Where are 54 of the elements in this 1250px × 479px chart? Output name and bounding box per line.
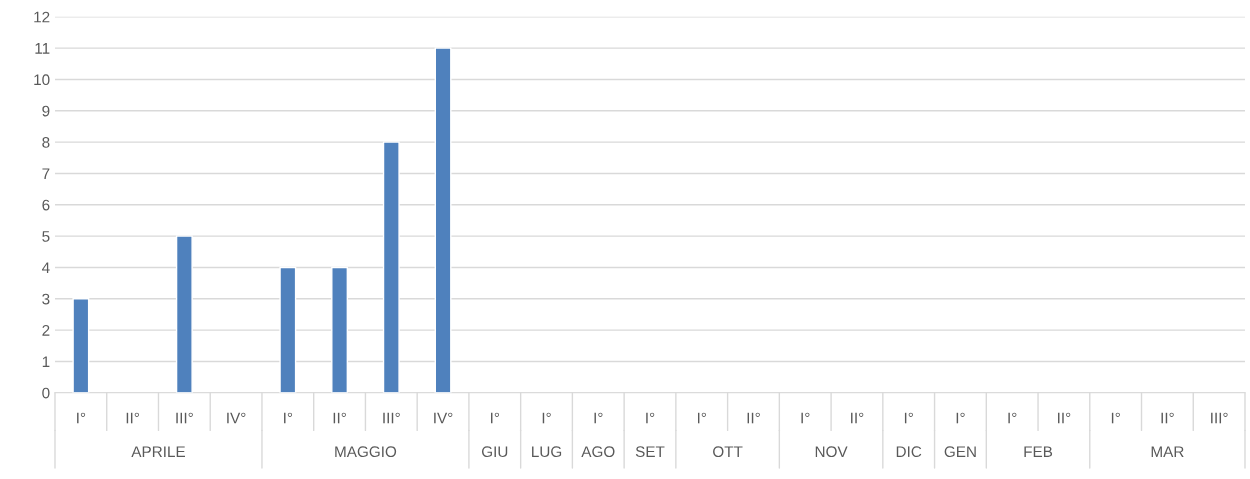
y-tick-label: 10 bbox=[34, 74, 50, 86]
bar bbox=[175, 235, 193, 393]
y-tick-label: 3 bbox=[42, 293, 50, 305]
y-tick-label: 7 bbox=[42, 168, 50, 179]
text: NOV bbox=[815, 446, 848, 458]
x-tick-label: II° bbox=[851, 412, 864, 424]
y-tick-label: 0 bbox=[42, 387, 50, 399]
y-tick-label: 9 bbox=[42, 105, 50, 117]
bar bbox=[434, 47, 452, 393]
x-tick-label: III° bbox=[383, 412, 400, 424]
text: AGO bbox=[581, 446, 615, 458]
y-tick-label: 11 bbox=[35, 43, 50, 54]
x-tick-label: I° bbox=[542, 412, 551, 424]
bar bbox=[382, 141, 400, 393]
text: GIU bbox=[481, 446, 508, 458]
x-tick-label: II° bbox=[333, 412, 346, 424]
text: APRILE bbox=[131, 446, 185, 457]
x-tick-label: I° bbox=[697, 412, 706, 424]
text: MAGGIO bbox=[335, 446, 397, 458]
y-tick-label: 6 bbox=[42, 199, 50, 211]
text: GEN bbox=[944, 446, 976, 458]
x-tick-label: I° bbox=[904, 412, 913, 424]
y-tick-label: 4 bbox=[41, 262, 50, 273]
x-tick-label: I° bbox=[1111, 412, 1120, 424]
y-tick-label: 8 bbox=[42, 136, 50, 148]
text: DIC bbox=[896, 446, 922, 458]
y-tick-label: 12 bbox=[34, 11, 50, 23]
x-tick-label: IV° bbox=[434, 412, 453, 424]
text: FEB bbox=[1024, 446, 1053, 457]
x-tick-label: I° bbox=[801, 412, 810, 424]
x-tick-label: I° bbox=[956, 412, 965, 424]
y-tick-label: 5 bbox=[42, 231, 50, 242]
x-tick-label: III° bbox=[1211, 412, 1228, 424]
x-tick-label: II° bbox=[747, 412, 760, 424]
x-tick-label: III° bbox=[176, 412, 193, 424]
x-tick-label: I° bbox=[284, 412, 293, 424]
x-tick-label: II° bbox=[1161, 412, 1174, 424]
text: OTT bbox=[713, 446, 743, 458]
x-tick-label: II° bbox=[126, 412, 139, 424]
x-tick-label: I° bbox=[77, 412, 86, 424]
bar bbox=[331, 266, 349, 393]
x-tick-label: IV° bbox=[227, 412, 246, 424]
y-tick-label: 1 bbox=[42, 356, 50, 367]
x-tick-label: I° bbox=[594, 412, 603, 424]
bar bbox=[279, 266, 297, 393]
bar bbox=[72, 298, 90, 393]
text: LUG bbox=[532, 446, 562, 458]
x-tick-label: I° bbox=[646, 412, 655, 424]
x-tick-label: I° bbox=[491, 412, 500, 424]
text: SET bbox=[635, 446, 665, 458]
y-tick-label: 2 bbox=[42, 324, 50, 336]
text: MAR bbox=[1151, 446, 1184, 457]
x-tick-label: I° bbox=[1008, 412, 1017, 424]
x-tick-label: II° bbox=[1058, 412, 1071, 424]
